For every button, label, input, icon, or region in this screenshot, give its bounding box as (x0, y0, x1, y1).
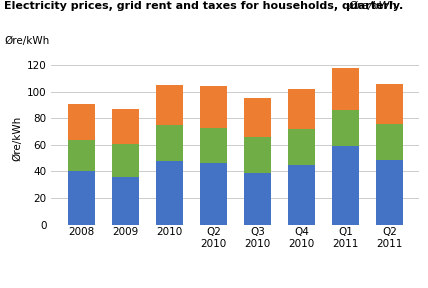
Bar (332, 146, 359, 225)
Bar (376, 124, 403, 160)
Bar (156, 125, 183, 161)
Bar (200, 164, 226, 225)
Bar (244, 98, 270, 137)
Bar (68, 140, 95, 171)
Bar (332, 110, 359, 146)
Bar (112, 143, 139, 177)
Bar (244, 137, 270, 173)
Bar (332, 68, 359, 110)
Bar (156, 85, 183, 125)
Bar (68, 171, 95, 225)
Bar (288, 165, 315, 225)
Text: Øre/kWh: Øre/kWh (4, 36, 50, 46)
Bar (156, 161, 183, 225)
Text: Electricity prices, grid rent and taxes for households, quarterly.: Electricity prices, grid rent and taxes … (4, 1, 404, 12)
Bar (68, 104, 95, 140)
Bar (200, 86, 226, 128)
Bar (244, 173, 270, 225)
Bar (376, 84, 403, 124)
Bar (200, 128, 226, 164)
Y-axis label: Øre/kWh: Øre/kWh (12, 115, 23, 161)
Text: Øre/kWh: Øre/kWh (349, 1, 397, 12)
Bar (112, 177, 139, 225)
Bar (112, 109, 139, 143)
Bar (288, 89, 315, 129)
Bar (376, 160, 403, 225)
Bar (288, 129, 315, 165)
